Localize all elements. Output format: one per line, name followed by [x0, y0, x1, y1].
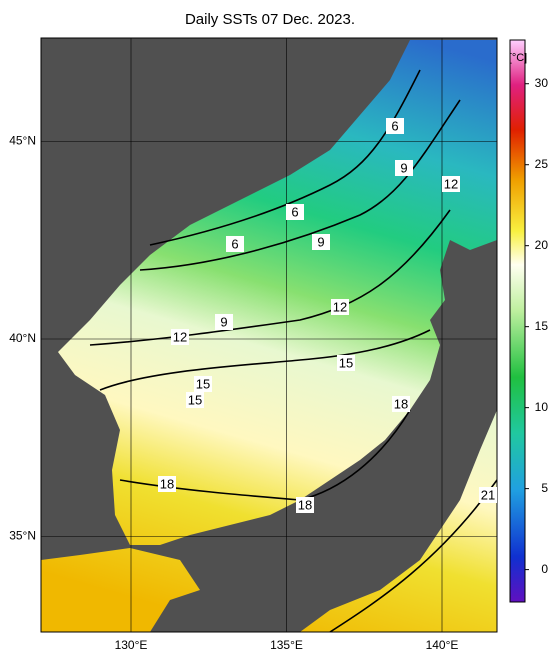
contour-label: 6 [231, 236, 238, 251]
contour-label-bg [286, 204, 304, 220]
contour-label: 9 [400, 160, 407, 175]
contour-label: 15 [339, 355, 353, 370]
contour-label-bg [312, 234, 330, 250]
colorbar-unit: [°C] [509, 52, 527, 64]
frame [40, 37, 498, 633]
map-title: Daily SSTs 07 Dec. 2023. [185, 11, 355, 28]
lon-label: 135°E [270, 638, 303, 652]
colorbar-label: 15 [535, 319, 549, 333]
colorbar [509, 39, 526, 603]
contour-label: 12 [173, 329, 187, 344]
contour-label: 6 [391, 118, 398, 133]
contour-label: 9 [317, 234, 324, 249]
contour-label: 6 [291, 204, 298, 219]
contour-label-bg [296, 497, 314, 513]
lat-label: 40°N [9, 331, 36, 345]
contour-label: 12 [333, 299, 347, 314]
colorbar-label: 5 [541, 481, 548, 495]
contour-label: 15 [196, 376, 210, 391]
colorbar-label: 20 [535, 238, 549, 252]
island [195, 132, 220, 160]
contour-label: 12 [444, 176, 458, 191]
contour-label-bg [331, 299, 349, 315]
contour-label: 18 [394, 396, 408, 411]
contour-label: 21 [481, 487, 495, 502]
contour-label: 15 [188, 392, 202, 407]
colorbar-label: 30 [535, 76, 549, 90]
contour-label-bg [395, 160, 413, 176]
contour-label-bg [215, 314, 233, 330]
contour-label: 18 [160, 476, 174, 491]
contour-label-bg [479, 487, 497, 503]
lon-label: 140°E [426, 638, 459, 652]
contour-label-bg [442, 176, 460, 192]
colorbar-label: 10 [535, 400, 549, 414]
grid [41, 38, 497, 632]
colorbar-label: 25 [535, 157, 549, 171]
contour-label: 18 [298, 497, 312, 512]
contour-label-bg [386, 118, 404, 134]
lat-label: 35°N [9, 529, 36, 543]
contour-label-bg [158, 476, 176, 492]
east-china-sea [41, 548, 200, 632]
lon-label: 130°E [115, 638, 148, 652]
contour-label-bg [186, 392, 204, 408]
contour-label-bg [392, 396, 410, 412]
contour-label-bg [194, 376, 212, 392]
contour-label: 9 [220, 314, 227, 329]
lat-label: 45°N [9, 134, 36, 148]
colorbar-label: 0 [541, 562, 548, 576]
contour-label-bg [337, 355, 355, 371]
contour-label-bg [226, 236, 244, 252]
japan-sea [58, 40, 497, 545]
pacific [300, 410, 497, 632]
contour-label-bg [171, 329, 189, 345]
